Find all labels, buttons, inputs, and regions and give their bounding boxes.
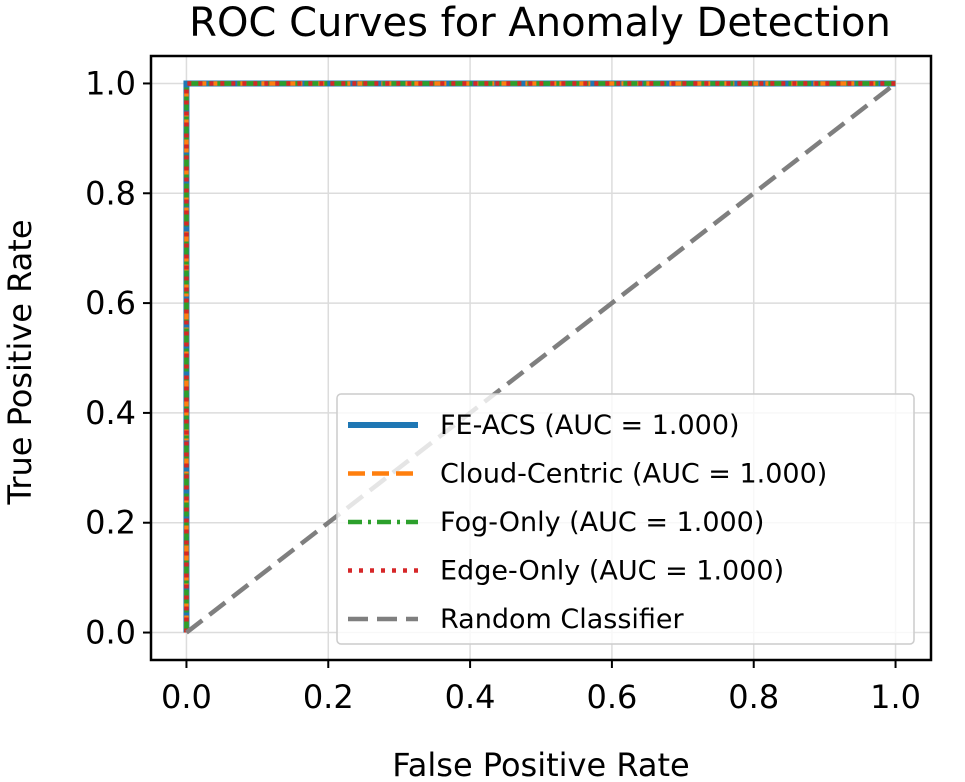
- x-tick-label-4: 0.8: [728, 678, 779, 716]
- x-axis-label: False Positive Rate: [392, 746, 689, 782]
- series-line-fog-only: [184, 81, 896, 633]
- legend-label-cloud-centric: Cloud-Centric (AUC = 1.000): [440, 459, 827, 490]
- x-tick-label-1: 0.2: [303, 678, 354, 716]
- x-tick-label-3: 0.6: [586, 678, 637, 716]
- chart-title: ROC Curves for Anomaly Detection: [189, 0, 891, 46]
- x-tick-label-0: 0.0: [161, 678, 212, 716]
- x-tick-label-5: 1.0: [870, 678, 921, 716]
- legend-label-edge-only: Edge-Only (AUC = 1.000): [440, 556, 784, 587]
- legend-label-fog-only: Fog-Only (AUC = 1.000): [440, 507, 764, 538]
- x-tick-label-2: 0.4: [445, 678, 496, 716]
- ticks: 0.0 0.2 0.4 0.6 0.8 1.0 0.0 0.2 0.4 0.6 0.8 1.0: [85, 64, 921, 716]
- y-tick-label-4: 0.8: [85, 174, 136, 212]
- legend-label-fe-acs: FE-ACS (AUC = 1.000): [440, 410, 740, 441]
- legend-box: [336, 393, 915, 645]
- y-axis-label: True Positive Rate: [1, 219, 39, 505]
- legend-label-random-classifier: Random Classifier: [440, 604, 685, 635]
- series-line-random-classifier: [185, 81, 897, 635]
- y-tick-label-0: 0.0: [85, 614, 136, 652]
- y-tick-label-2: 0.4: [85, 394, 136, 432]
- y-tick-label-1: 0.2: [85, 504, 136, 542]
- legend: FE-ACS (AUC = 1.000) Cloud-Centric (AUC =…: [336, 393, 915, 645]
- y-tick-label-5: 1.0: [85, 64, 136, 102]
- y-tick-label-3: 0.6: [85, 284, 136, 322]
- series-lines: [183, 80, 897, 635]
- axes-frame: [149, 54, 933, 662]
